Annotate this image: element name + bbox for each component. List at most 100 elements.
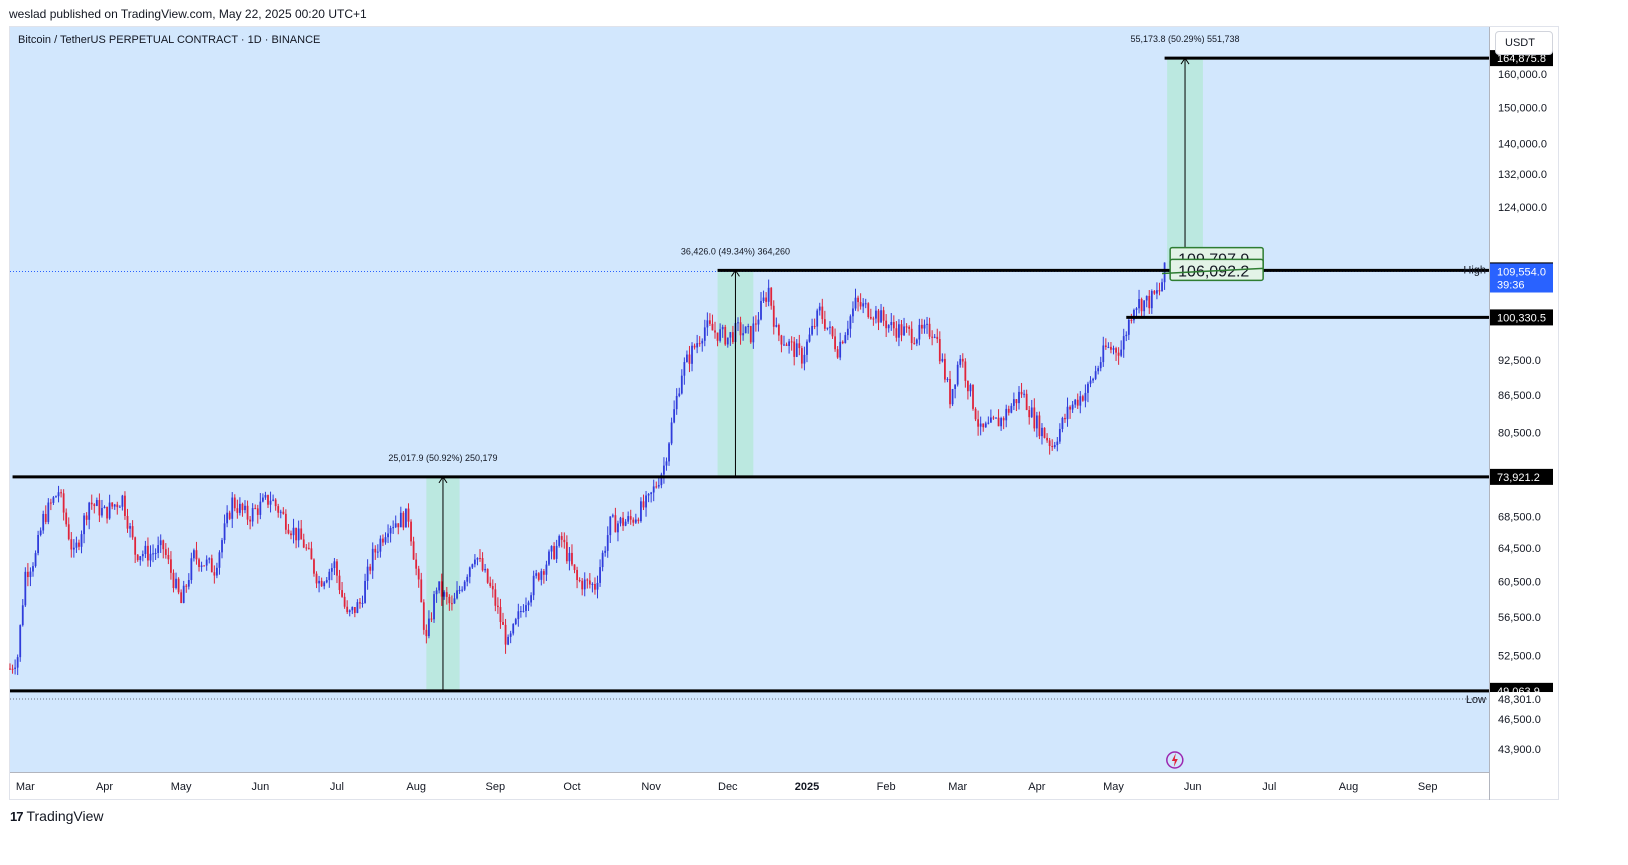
candle-body: [926, 323, 928, 325]
current-price-countdown: 39:36: [1497, 280, 1525, 292]
candle-body: [88, 502, 91, 520]
candle-body: [121, 495, 124, 507]
candle-body: [512, 624, 515, 634]
candle-body: [525, 605, 527, 611]
price-axis-labels: 160,000.0 150,000.0 140,000.0 132,000.0 124,…: [1498, 69, 1547, 756]
candle-body: [238, 503, 241, 513]
candle-body: [599, 567, 601, 583]
time-tick-11: Feb: [877, 781, 896, 793]
candle-body: [657, 485, 660, 487]
candle-body: [1061, 417, 1064, 429]
candle-body: [588, 580, 591, 585]
candle-body: [481, 558, 484, 571]
candle-body: [221, 540, 223, 553]
price-tick-11: 60,500.0: [1498, 576, 1541, 588]
candle-body: [944, 358, 946, 380]
candle-body: [420, 579, 423, 603]
candle-body: [875, 310, 877, 319]
candle-body: [857, 297, 859, 303]
candle-body: [803, 354, 806, 364]
symbol-title[interactable]: Bitcoin / TetherUS PERPETUAL CONTRACT · …: [18, 34, 321, 46]
candle-body: [118, 506, 121, 508]
current-price-box: [1490, 263, 1553, 293]
candle-body: [731, 332, 734, 343]
candle-body: [461, 589, 464, 591]
price-tick-14: 46,500.0: [1498, 714, 1541, 726]
candle-body: [652, 486, 655, 493]
candle-body: [1076, 399, 1079, 406]
footer-brand-label: TradingView: [26, 808, 104, 824]
candle-body: [290, 533, 292, 536]
candle-body: [295, 527, 297, 541]
candle-body: [890, 322, 893, 326]
candle-body: [703, 327, 706, 341]
candle-body: [359, 602, 361, 604]
time-axis-divider: [10, 772, 1489, 773]
candle-body: [307, 547, 310, 549]
candle-body: [101, 508, 103, 516]
candle-body: [834, 336, 836, 350]
candle-body: [456, 590, 458, 599]
candle-body: [361, 602, 364, 604]
candle-body: [811, 325, 813, 335]
candle-body: [1145, 295, 1148, 301]
candle-body: [394, 523, 397, 528]
candle-body: [405, 508, 407, 528]
candle-body: [527, 602, 530, 606]
candle-body: [601, 552, 604, 568]
candle-body: [627, 516, 630, 522]
candle-body: [1130, 319, 1133, 321]
candle-body: [489, 582, 492, 587]
candle-body: [918, 324, 921, 340]
candle-body: [218, 552, 221, 568]
candle-body: [540, 571, 543, 580]
candle-body: [159, 540, 162, 546]
candle-body: [931, 336, 934, 338]
candle-body: [624, 521, 627, 526]
candle-body: [466, 576, 469, 582]
candle-body: [244, 505, 246, 511]
candle-body: [282, 511, 285, 514]
candle-body: [458, 589, 461, 591]
candle-body: [62, 493, 65, 513]
candle-body: [415, 559, 418, 569]
candle-body: [946, 378, 949, 380]
candle-body: [305, 547, 308, 549]
candle-body: [836, 349, 839, 358]
candle-body: [693, 345, 696, 348]
candle-body: [1012, 399, 1015, 406]
candle-body: [47, 502, 50, 522]
candle-body: [318, 580, 320, 584]
candle-body: [1097, 368, 1100, 372]
candle-body: [532, 575, 535, 596]
footer-brand[interactable]: 17 TradingView: [10, 808, 104, 824]
candle-body: [402, 512, 405, 528]
candle-body: [216, 567, 218, 576]
candle-body: [560, 536, 563, 540]
candle-body: [1161, 282, 1163, 292]
candle-body: [49, 502, 52, 504]
candle-body: [149, 553, 152, 561]
candle-body: [486, 568, 489, 583]
candle-body: [640, 501, 642, 522]
candle-body: [663, 465, 665, 475]
candle-body: [716, 332, 719, 341]
candle-body: [739, 322, 742, 336]
price-tick-15: 43,900.0: [1498, 744, 1541, 756]
time-tick-2: May: [171, 781, 192, 793]
time-tick-5: Aug: [406, 781, 426, 793]
candle-body: [706, 320, 709, 328]
candle-body: [984, 423, 987, 428]
candle-body: [877, 310, 880, 323]
candle-body: [880, 310, 882, 323]
candle-body: [32, 566, 34, 572]
candle-body: [1030, 407, 1033, 418]
candle-body: [313, 559, 315, 574]
currency-button[interactable]: USDT: [1495, 31, 1553, 55]
candle-body: [760, 300, 762, 320]
candle-body: [923, 324, 926, 329]
candle-body: [606, 535, 609, 551]
candle-body: [399, 512, 402, 528]
price-tick-6: 92,500.0: [1498, 355, 1541, 367]
